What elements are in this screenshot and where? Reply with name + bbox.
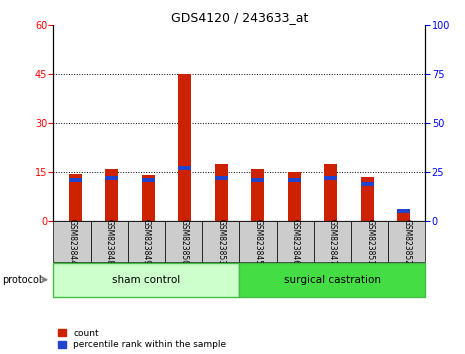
Bar	[351, 221, 388, 262]
Bar	[106, 169, 118, 221]
Bar	[128, 221, 165, 262]
Bar	[53, 263, 239, 297]
Bar	[388, 221, 425, 262]
Bar	[179, 74, 191, 221]
Bar	[69, 174, 82, 221]
Text: sham control: sham control	[113, 275, 180, 285]
Bar	[251, 169, 264, 221]
Text: GSM823846: GSM823846	[291, 218, 300, 265]
Bar	[91, 221, 128, 262]
Bar	[215, 176, 228, 180]
Bar	[239, 263, 425, 297]
Text: GSM823847: GSM823847	[328, 218, 337, 265]
Text: GSM823851: GSM823851	[365, 219, 374, 264]
Text: GSM823848: GSM823848	[105, 219, 114, 264]
Bar	[288, 178, 300, 182]
Bar	[142, 175, 155, 221]
Bar	[288, 172, 300, 221]
Text: GSM823849: GSM823849	[142, 218, 151, 265]
Text: GSM823845: GSM823845	[253, 218, 263, 265]
Bar	[277, 221, 314, 262]
Bar	[53, 221, 91, 262]
Bar	[251, 178, 264, 182]
Bar	[142, 178, 155, 182]
Text: protocol: protocol	[2, 275, 42, 285]
Bar	[361, 182, 373, 186]
Legend: count, percentile rank within the sample: count, percentile rank within the sample	[58, 329, 226, 349]
Bar	[239, 221, 277, 262]
Text: GSM823844: GSM823844	[67, 218, 77, 265]
Title: GDS4120 / 243633_at: GDS4120 / 243633_at	[171, 11, 308, 24]
Text: GSM823850: GSM823850	[179, 218, 188, 265]
Bar	[361, 177, 373, 221]
Bar	[202, 221, 239, 262]
Bar	[106, 176, 118, 180]
Bar	[324, 176, 337, 180]
Bar	[179, 166, 191, 170]
Bar	[165, 221, 202, 262]
Bar	[397, 211, 410, 221]
Bar	[324, 164, 337, 221]
Text: GSM823852: GSM823852	[402, 219, 412, 264]
Text: surgical castration: surgical castration	[284, 275, 381, 285]
Bar	[397, 210, 410, 213]
Text: GSM823853: GSM823853	[216, 218, 226, 265]
Bar	[215, 164, 228, 221]
Bar	[314, 221, 351, 262]
Bar	[69, 178, 82, 182]
